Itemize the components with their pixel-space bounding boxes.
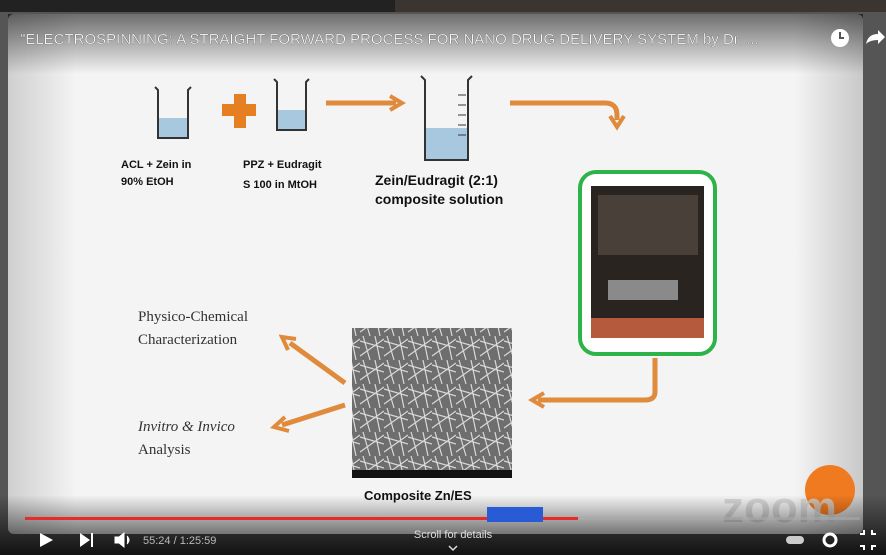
arrow [269, 94, 658, 433]
chapter-chip [487, 507, 543, 522]
apparatus-detail [608, 280, 678, 300]
apparatus-detail [598, 195, 698, 255]
label-line: 90% EtOH [121, 176, 174, 188]
controls-shade [0, 495, 886, 555]
thumbnail [395, 0, 886, 12]
scroll-hint[interactable]: Scroll for details [414, 529, 493, 541]
label-line: Zein/Eudragit (2:1) [375, 172, 498, 188]
share-icon[interactable] [866, 30, 885, 44]
fullscreen-button[interactable] [860, 530, 876, 550]
autoplay-toggle[interactable] [786, 536, 804, 544]
label-line: S 100 in MtOH [243, 179, 317, 191]
label-line: PPZ + Eudragit [243, 159, 322, 171]
progress-played [25, 517, 578, 520]
apparatus-detail [591, 318, 704, 338]
next-button[interactable] [80, 533, 93, 547]
slide [8, 14, 863, 534]
label-line: Invitro & Invico [137, 419, 235, 435]
label-line: Analysis [138, 442, 191, 458]
label-line: Characterization [138, 332, 238, 348]
chevron [448, 545, 458, 552]
beaker [273, 78, 310, 131]
volume-button[interactable] [114, 531, 130, 549]
play-button[interactable] [40, 533, 53, 547]
label-line: ACL + Zein in [121, 159, 192, 171]
plus-icon [222, 94, 256, 128]
beaker [154, 86, 192, 139]
sem-image [352, 328, 512, 478]
label-line: composite solution [375, 191, 503, 207]
title-shade [8, 14, 863, 74]
settings-button[interactable] [822, 532, 838, 548]
beaker [420, 75, 473, 161]
video-title[interactable]: "ELECTROSPINNING: A STRAIGHT FORWARD PRO… [20, 31, 759, 48]
sem-caption-bar [352, 470, 512, 478]
clock-hands [839, 32, 844, 39]
label-line: Physico-Chemical [138, 309, 248, 325]
time-display: 55:24 / 1:25:59 [143, 535, 216, 547]
